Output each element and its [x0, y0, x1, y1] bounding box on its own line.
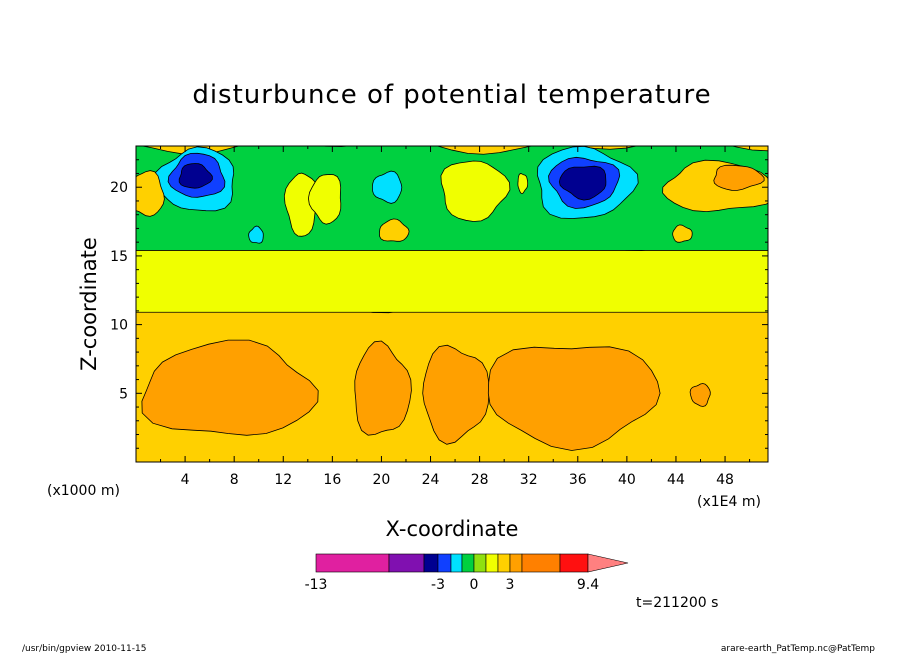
colorbar-segment — [474, 554, 486, 572]
colorbar-segment — [316, 554, 389, 572]
footer-right: arare-earth_PatTemp.nc@PatTemp — [721, 644, 875, 654]
colorbar-segment — [424, 554, 438, 572]
colorbar-label: 0 — [470, 577, 479, 593]
colorbar-segment — [451, 554, 462, 572]
x-tick-label: 44 — [667, 472, 685, 488]
chart-title: disturbunce of potential temperature — [192, 80, 711, 110]
x-tick-label: 8 — [230, 472, 239, 488]
colorbar-segment — [560, 554, 588, 572]
colorbar-segment — [486, 554, 498, 572]
colorbar-label: -13 — [305, 577, 328, 593]
contour-neutral-18 — [126, 171, 164, 217]
plot-area — [126, 137, 776, 462]
x-tick-label: 24 — [422, 472, 440, 488]
y-tick-label: 10 — [110, 318, 128, 334]
colorbar-extend-arrow — [588, 554, 628, 572]
colorbar-segment — [498, 554, 510, 572]
colorbar-segment — [438, 554, 451, 572]
colorbar-label: -3 — [431, 577, 445, 593]
footer-left: /usr/bin/gpview 2010-11-15 — [22, 644, 146, 654]
colorbar-segment — [510, 554, 522, 572]
x-scale-note: (x1E4 m) — [697, 494, 761, 510]
colorbar-label: 3 — [506, 577, 515, 593]
x-tick-label: 40 — [618, 472, 636, 488]
x-tick-label: 36 — [569, 472, 587, 488]
x-axis-label: X-coordinate — [386, 517, 519, 541]
x-tick-label: 48 — [716, 472, 734, 488]
colorbar-segment — [389, 554, 424, 572]
y-tick-label: 5 — [119, 386, 128, 402]
x-tick-label: 32 — [520, 472, 538, 488]
y-tick-label: 15 — [110, 249, 128, 265]
colorbar-segment — [522, 554, 560, 572]
time-label: t=211200 s — [636, 595, 718, 611]
colorbar-segment — [462, 554, 474, 572]
x-unit-label: (x1000 m) — [47, 483, 120, 499]
x-tick-label: 16 — [323, 472, 341, 488]
x-tick-label: 4 — [181, 472, 190, 488]
x-tick-label: 20 — [373, 472, 391, 488]
x-tick-label: 12 — [274, 472, 292, 488]
x-tick-label: 28 — [471, 472, 489, 488]
y-axis-label: Z-coordinate — [77, 237, 101, 371]
colorbar: -13 -3 0 3 9.4 — [305, 554, 628, 593]
colorbar-label: 9.4 — [577, 577, 599, 593]
y-tick-label: 20 — [110, 180, 128, 196]
